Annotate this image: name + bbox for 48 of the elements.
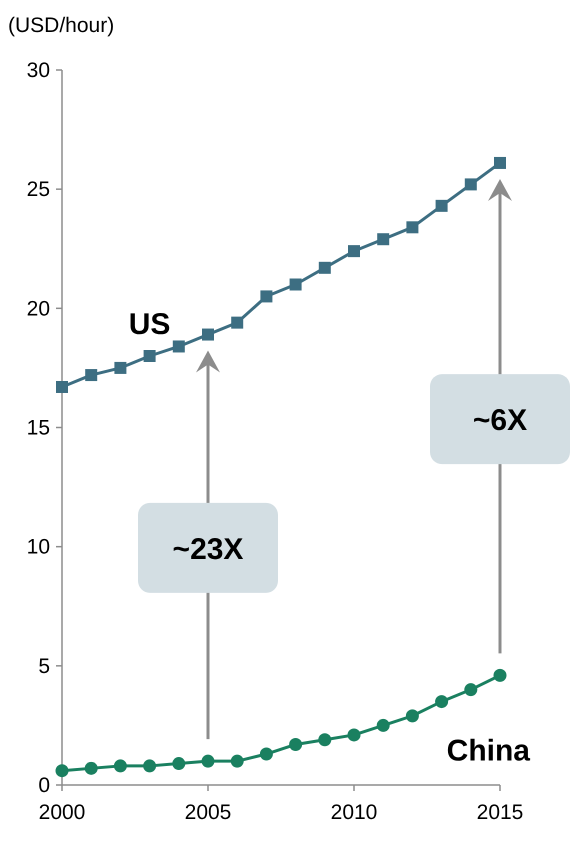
y-tick-label: 30 (26, 59, 50, 82)
point (318, 733, 332, 746)
y-tick-label: 5 (38, 654, 50, 678)
y-tick-label: 25 (26, 178, 50, 202)
point (144, 350, 156, 362)
x-tick-label: 2005 (184, 801, 232, 824)
y-tick-label: 20 (26, 297, 50, 320)
point (406, 221, 418, 234)
point (376, 718, 390, 732)
y-tick-label: 0 (38, 774, 50, 797)
annotation: ~23X (172, 532, 244, 566)
x-tick-label: 2000 (38, 801, 86, 824)
point (494, 668, 506, 682)
y-axis-title: (USD/hour) (8, 14, 114, 37)
point (290, 278, 302, 290)
point (172, 340, 185, 352)
y-tick-label: 10 (26, 536, 50, 559)
point (56, 764, 68, 778)
y-tick-label: 15 (26, 416, 50, 440)
point (114, 362, 126, 374)
x-tick-label: 2015 (476, 801, 524, 824)
point (202, 328, 214, 341)
annotation: ~6X (472, 404, 528, 438)
point (260, 290, 272, 302)
point (318, 262, 331, 274)
point (289, 738, 302, 751)
point (348, 245, 360, 258)
point (436, 200, 448, 212)
series-label: China (446, 734, 530, 768)
point (260, 748, 273, 761)
point (172, 757, 186, 770)
point (85, 369, 98, 382)
point (406, 709, 419, 722)
point (143, 759, 156, 772)
point (114, 759, 127, 772)
x-tick-label: 2010 (330, 801, 378, 824)
point (202, 754, 214, 768)
point (377, 233, 390, 246)
point (464, 178, 477, 190)
point (84, 762, 98, 775)
series-label: US (128, 308, 170, 341)
point (56, 380, 68, 393)
point (230, 754, 244, 768)
point (231, 316, 244, 329)
point (464, 683, 478, 696)
point (348, 728, 360, 742)
point (494, 156, 506, 169)
point (435, 695, 448, 708)
